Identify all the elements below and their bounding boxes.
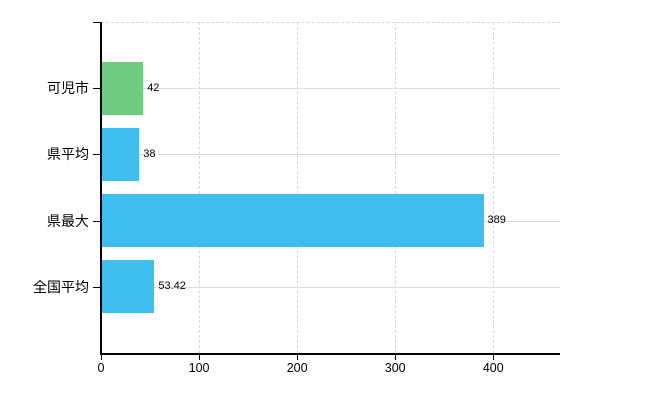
gridline-horizontal	[101, 286, 560, 288]
x-axis-tick	[199, 354, 201, 360]
y-axis-tick	[93, 22, 101, 23]
y-axis-tick	[93, 88, 101, 90]
y-axis-tick	[93, 154, 101, 156]
gridline-horizontal	[101, 88, 560, 90]
category-label: 可児市	[47, 80, 89, 97]
gridline-top	[101, 22, 560, 23]
y-axis-tick	[93, 220, 101, 222]
bar-value-label: 38	[143, 147, 156, 160]
gridline-vertical	[395, 22, 397, 353]
bar-value-label: 53.42	[158, 280, 186, 293]
gridline-vertical	[493, 22, 495, 353]
category-label: 全国平均	[33, 278, 89, 295]
x-axis-line	[100, 353, 560, 355]
bar-3	[102, 260, 155, 314]
x-axis-tick	[493, 354, 495, 360]
x-axis-tick-label: 300	[384, 361, 406, 375]
gridline-vertical	[199, 22, 201, 353]
x-axis-tick-label: 0	[97, 361, 105, 375]
bar-value-label: 42	[147, 81, 160, 94]
x-axis-tick-label: 200	[286, 361, 308, 375]
x-axis-tick-label: 400	[482, 361, 504, 375]
y-axis-tick	[93, 286, 101, 288]
x-axis-tick	[395, 354, 397, 360]
bar-2	[102, 194, 484, 248]
bar-value-label: 389	[487, 214, 506, 227]
category-label: 県最大	[47, 212, 89, 229]
gridline-horizontal	[101, 154, 560, 156]
x-axis-tick	[297, 354, 299, 360]
bar-1	[102, 127, 140, 181]
bar-0	[102, 61, 144, 115]
x-axis-tick-label: 100	[188, 361, 210, 375]
y-axis-line	[100, 22, 102, 353]
x-axis-tick	[101, 354, 102, 360]
gridline-vertical	[297, 22, 299, 353]
category-label: 県平均	[47, 146, 89, 163]
